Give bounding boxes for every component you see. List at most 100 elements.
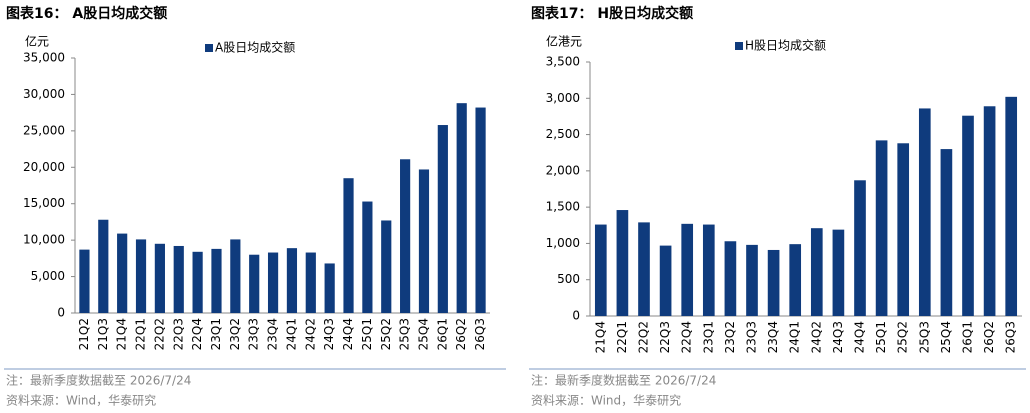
bar xyxy=(305,252,316,313)
legend-label: A股日均成交额 xyxy=(215,40,295,55)
x-tick-label: 23Q4 xyxy=(266,318,280,350)
bar xyxy=(659,245,672,316)
panel-title: 图表16： A股日均成交额 xyxy=(6,5,167,22)
y-tick-label: 5,000 xyxy=(31,269,65,283)
y-tick-label: 3,500 xyxy=(546,55,580,69)
x-tick-label: 24Q1 xyxy=(788,321,802,353)
bar xyxy=(724,241,737,316)
x-tick-label: 22Q3 xyxy=(171,318,185,350)
x-tick-label: 23Q3 xyxy=(247,318,261,350)
legend-label: H股日均成交额 xyxy=(745,38,826,53)
bar xyxy=(875,140,888,316)
bar xyxy=(117,233,128,313)
bar xyxy=(767,249,780,316)
bar xyxy=(400,159,411,313)
bar xyxy=(475,107,486,314)
x-tick-label: 23Q4 xyxy=(766,321,780,353)
y-tick-label: 0 xyxy=(57,306,65,320)
x-tick-label: 22Q1 xyxy=(615,321,629,353)
x-tick-label: 25Q4 xyxy=(416,318,430,350)
x-tick-label: 24Q1 xyxy=(284,318,298,350)
bar xyxy=(154,243,165,313)
bar xyxy=(897,143,910,316)
bar xyxy=(962,115,974,317)
x-tick-label: 22Q1 xyxy=(134,318,148,350)
bar xyxy=(324,263,335,313)
x-tick-label: 21Q4 xyxy=(593,321,607,353)
y-tick-label: 2,500 xyxy=(546,127,580,141)
y-tick-label: 15,000 xyxy=(23,196,65,210)
bar xyxy=(98,219,109,313)
bar xyxy=(616,210,629,316)
x-tick-label: 26Q3 xyxy=(1004,321,1018,353)
x-tick-label: 25Q1 xyxy=(874,321,888,353)
y-tick-label: 2,000 xyxy=(546,163,580,177)
y-tick-label: 0 xyxy=(572,309,580,323)
x-tick-label: 23Q2 xyxy=(228,318,242,350)
x-tick-label: 22Q4 xyxy=(680,321,694,353)
bar xyxy=(918,108,931,317)
x-tick-label: 26Q3 xyxy=(473,318,487,350)
panel-title: 图表17： H股日均成交额 xyxy=(531,5,693,22)
bar xyxy=(594,224,607,316)
bar xyxy=(456,103,467,314)
bar xyxy=(638,222,650,316)
bar xyxy=(230,239,241,313)
x-tick-label: 21Q4 xyxy=(115,318,129,350)
legend-swatch xyxy=(205,44,213,52)
bar xyxy=(810,228,823,316)
x-tick-label: 24Q4 xyxy=(853,321,867,353)
x-tick-label: 24Q4 xyxy=(341,318,355,350)
x-tick-label: 22Q4 xyxy=(190,318,204,350)
x-tick-label: 26Q2 xyxy=(454,318,468,350)
x-tick-label: 23Q1 xyxy=(209,318,223,350)
y-tick-label: 20,000 xyxy=(23,160,65,174)
bar xyxy=(79,249,90,313)
y-tick-label: 1,500 xyxy=(546,200,580,214)
x-tick-label: 25Q2 xyxy=(379,318,393,350)
x-tick-label: 25Q4 xyxy=(939,321,953,353)
bar xyxy=(286,248,298,313)
bar xyxy=(343,178,354,313)
y-tick-label: 3,000 xyxy=(546,91,580,105)
x-tick-label: 26Q1 xyxy=(961,321,975,353)
bar xyxy=(267,252,279,313)
x-tick-label: 21Q2 xyxy=(77,318,91,350)
legend-swatch xyxy=(735,42,743,50)
bar xyxy=(192,251,203,313)
x-tick-label: 25Q3 xyxy=(917,321,931,353)
x-tick-label: 23Q2 xyxy=(723,321,737,353)
bar xyxy=(940,149,953,316)
y-tick-label: 1,000 xyxy=(546,236,580,250)
y-tick-label: 30,000 xyxy=(23,87,65,101)
bar xyxy=(173,245,184,313)
y-tick-label: 25,000 xyxy=(23,123,65,137)
bar xyxy=(418,169,430,313)
bar xyxy=(681,223,694,316)
x-tick-label: 22Q2 xyxy=(152,318,166,350)
x-tick-label: 23Q3 xyxy=(745,321,759,353)
x-tick-label: 26Q1 xyxy=(435,318,449,350)
x-tick-label: 26Q2 xyxy=(982,321,996,353)
source: 资料来源：Wind，华泰研究 xyxy=(531,393,681,408)
x-tick-label: 24Q3 xyxy=(322,318,336,350)
x-tick-label: 24Q2 xyxy=(303,318,317,350)
y-tick-label: 500 xyxy=(557,272,580,286)
bar xyxy=(832,229,845,316)
note: 注：最新季度数据截至 2026/7/24 xyxy=(531,373,716,388)
note: 注：最新季度数据截至 2026/7/24 xyxy=(6,373,191,388)
y-tick-label: 10,000 xyxy=(23,233,65,247)
x-tick-label: 22Q3 xyxy=(658,321,672,353)
x-tick-label: 25Q2 xyxy=(896,321,910,353)
x-tick-label: 25Q3 xyxy=(398,318,412,350)
bar xyxy=(789,244,802,316)
bar xyxy=(1005,96,1018,316)
bar xyxy=(362,201,373,313)
y-tick-label: 35,000 xyxy=(23,51,65,65)
x-tick-label: 25Q1 xyxy=(360,318,374,350)
y-axis-unit: 亿港元 xyxy=(546,34,582,49)
bar xyxy=(249,254,260,313)
bar xyxy=(211,248,222,313)
bar xyxy=(854,180,866,316)
